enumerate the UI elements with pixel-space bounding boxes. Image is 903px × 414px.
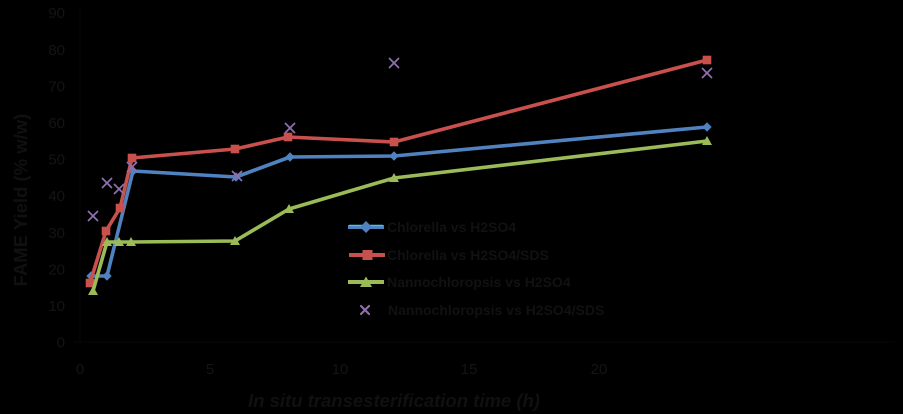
svg-text:15: 15 [461, 361, 478, 378]
svg-text:In situ transesterification ti: In situ transesterification time (h) [248, 390, 540, 411]
svg-text:90: 90 [48, 5, 65, 22]
svg-text:20: 20 [591, 361, 608, 378]
svg-text:0: 0 [76, 361, 84, 378]
svg-text:70: 70 [48, 78, 65, 95]
svg-text:Nannochloropsis vs H2SO4/SDS: Nannochloropsis vs H2SO4/SDS [388, 302, 604, 318]
svg-text:20: 20 [48, 261, 65, 278]
svg-text:50: 50 [48, 152, 65, 169]
svg-text:10: 10 [48, 298, 65, 315]
svg-text:Chlorella vs H2SO4/SDS: Chlorella vs H2SO4/SDS [387, 247, 549, 263]
svg-text:60: 60 [48, 115, 65, 132]
svg-text:FAME Yield (% w/w): FAME Yield (% w/w) [10, 114, 31, 287]
svg-text:5: 5 [206, 361, 214, 378]
svg-text:Chlorella vs H2SO4: Chlorella vs H2SO4 [387, 219, 516, 235]
svg-text:Nannochloropsis vs H2SO4: Nannochloropsis vs H2SO4 [387, 274, 571, 290]
svg-text:80: 80 [48, 42, 65, 59]
svg-text:40: 40 [48, 188, 65, 205]
svg-text:10: 10 [332, 361, 349, 378]
svg-text:30: 30 [48, 225, 65, 242]
svg-text:0: 0 [57, 335, 65, 352]
